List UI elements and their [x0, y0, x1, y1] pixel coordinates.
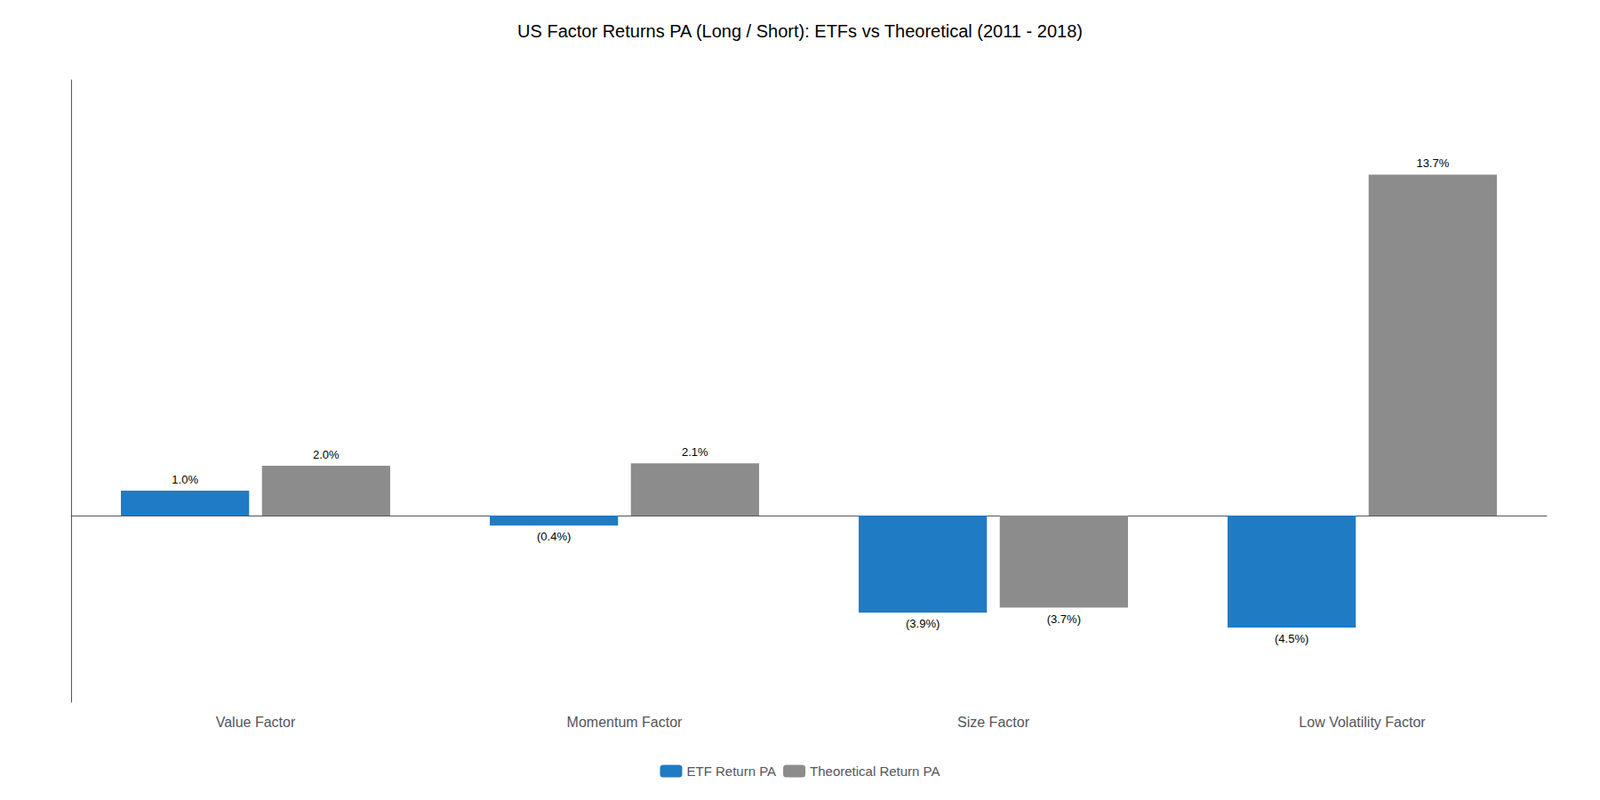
- svg-text:Low Volatility Factor: Low Volatility Factor: [1298, 714, 1426, 730]
- svg-text:Size Factor: Size Factor: [957, 714, 1031, 730]
- svg-text:(4.5%): (4.5%): [1274, 632, 1309, 646]
- svg-text:ETF Return PA: ETF Return PA: [686, 763, 776, 779]
- svg-text:(0.4%): (0.4%): [536, 529, 571, 544]
- svg-text:Momentum Factor: Momentum Factor: [567, 714, 683, 730]
- svg-text:2.0%: 2.0%: [312, 448, 340, 462]
- svg-text:2.1%: 2.1%: [681, 445, 709, 459]
- svg-text:(3.9%): (3.9%): [905, 616, 940, 631]
- svg-text:1.0%: 1.0%: [171, 472, 199, 487]
- svg-text:13.7%: 13.7%: [1416, 156, 1449, 170]
- svg-text:Theoretical Return PA: Theoretical Return PA: [809, 763, 940, 779]
- svg-text:(3.7%): (3.7%): [1047, 612, 1081, 626]
- svg-text:US Factor Returns PA (Long / S: US Factor Returns PA (Long / Short): ETF…: [517, 21, 1083, 41]
- svg-text:Value Factor: Value Factor: [216, 714, 296, 730]
